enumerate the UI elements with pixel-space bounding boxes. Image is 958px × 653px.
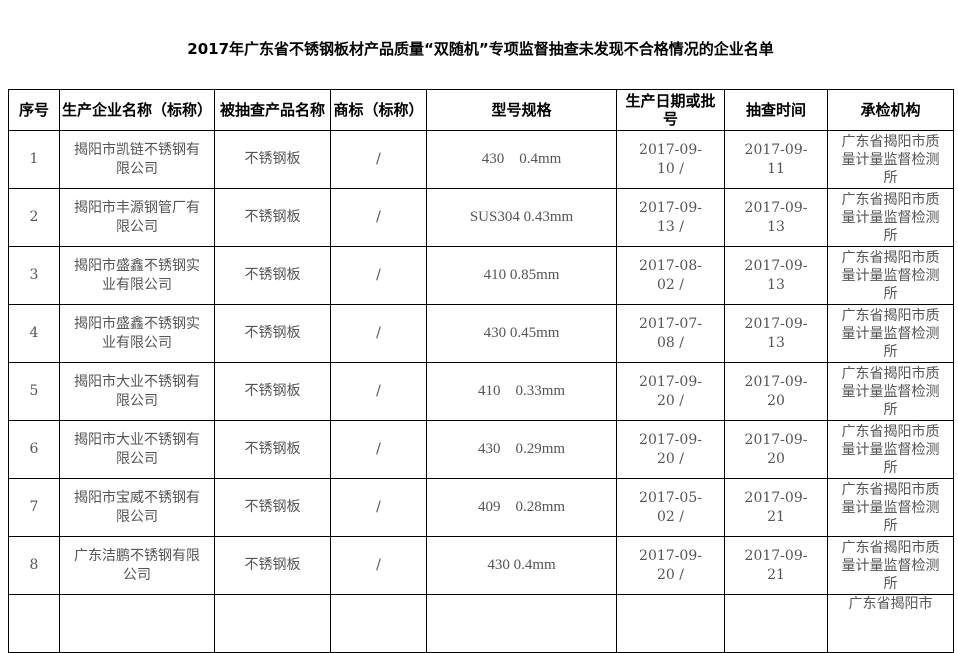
cell-spec: 410 0.33mm: [426, 362, 617, 421]
table-row: 3 揭阳市盛鑫不锈钢实业有限公司 不锈钢板/410 0.85mm 2017-08-02…: [8, 246, 954, 305]
header-product: 被抽查产品名称: [214, 89, 331, 131]
cell-company: 揭阳市盛鑫不锈钢实业有限公司: [59, 246, 215, 305]
cell-check-time: 2017-09-13: [724, 304, 828, 363]
cell-brand: /: [330, 246, 427, 305]
cell-inspection-org: 广东省揭阳市质量计量监督检测所: [827, 362, 954, 421]
cell-brand: /: [330, 304, 427, 363]
cell-company: 广东洁鹏不锈钢有限公司: [59, 536, 215, 595]
cell-product: 不锈钢板: [214, 246, 331, 305]
cell-check-time: 2017-09-13: [724, 246, 828, 305]
table-row: 8 广东洁鹏不锈钢有限公司 不锈钢板/430 0.4mm 2017-09-20 /20…: [8, 536, 954, 595]
table-header-row: 序号 生产企业名称（标称） 被抽查产品名称 商标（标称） 型号规格 生产日期或批…: [8, 89, 954, 131]
cell-no: 4: [8, 304, 60, 363]
cell-company: 揭阳市盛鑫不锈钢实业有限公司: [59, 304, 215, 363]
cell-production-date: 2017-09-10 /: [616, 130, 725, 189]
cell-brand: /: [330, 130, 427, 189]
cell-company: 揭阳市宝威不锈钢有限公司: [59, 478, 215, 537]
cell-check-time: 2017-09-11: [724, 130, 828, 189]
cell-company: 揭阳市凯链不锈钢有限公司: [59, 130, 215, 189]
header-brand: 商标（标称）: [330, 89, 427, 131]
cell-spec: 409 0.28mm: [426, 478, 617, 537]
cell-spec: SUS304 0.43mm: [426, 188, 617, 247]
cell-company: [59, 594, 215, 653]
cell-company: 揭阳市大业不锈钢有限公司: [59, 420, 215, 479]
cell-spec: 430 0.29mm: [426, 420, 617, 479]
enterprise-list-table: 序号 生产企业名称（标称） 被抽查产品名称 商标（标称） 型号规格 生产日期或批…: [8, 89, 954, 653]
cell-inspection-org: 广东省揭阳市: [827, 594, 954, 653]
cell-brand: /: [330, 478, 427, 537]
cell-spec: 430 0.4mm: [426, 130, 617, 189]
cell-check-time: 2017-09-21: [724, 478, 828, 537]
table-row: 2 揭阳市丰源钢管厂有限公司 不锈钢板 / SUS304 0.43mm 2017-09-1…: [8, 188, 954, 247]
cell-check-time: 2017-09-20: [724, 362, 828, 421]
cell-production-date: 2017-08-02 /: [616, 246, 725, 305]
header-production-date: 生产日期或批号: [616, 89, 725, 131]
cell-no: 1: [8, 130, 60, 189]
cell-production-date: 2017-09-20 /: [616, 420, 725, 479]
header-check-time: 抽查时间: [724, 89, 828, 131]
cell-check-time: 2017-09-13: [724, 188, 828, 247]
cell-check-time: [724, 594, 828, 653]
cell-company: 揭阳市丰源钢管厂有限公司: [59, 188, 215, 247]
cell-spec: 430 0.45mm: [426, 304, 617, 363]
cell-product: [214, 594, 331, 653]
cell-brand: /: [330, 420, 427, 479]
header-inspection-org: 承检机构: [827, 89, 954, 131]
cell-product: 不锈钢板: [214, 130, 331, 189]
header-no: 序号: [8, 89, 60, 131]
cell-production-date: 2017-07-08 /: [616, 304, 725, 363]
document-title: 2017年广东省不锈钢板材产品质量“双随机”专项监督抽查未发现不合格情况的企业名…: [8, 6, 953, 90]
table-row: 6 揭阳市大业不锈钢有限公司 不锈钢板/430 0.29mm 2017-09-20 /…: [8, 420, 954, 479]
cell-production-date: [616, 594, 725, 653]
cell-no: 3: [8, 246, 60, 305]
cell-spec: 410 0.85mm: [426, 246, 617, 305]
table-row: 广东省揭阳市: [8, 594, 954, 653]
cell-product: 不锈钢板: [214, 188, 331, 247]
cell-inspection-org: 广东省揭阳市质量计量监督检测所: [827, 420, 954, 479]
cell-production-date: 2017-05-02 /: [616, 478, 725, 537]
cell-production-date: 2017-09-13 /: [616, 188, 725, 247]
cell-inspection-org: 广东省揭阳市质量计量监督检测所: [827, 246, 954, 305]
cell-inspection-org: 广东省揭阳市质量计量监督检测所: [827, 536, 954, 595]
table-row: 4 揭阳市盛鑫不锈钢实业有限公司 不锈钢板/430 0.45mm 2017-07-08…: [8, 304, 954, 363]
cell-no: 6: [8, 420, 60, 479]
cell-product: 不锈钢板: [214, 478, 331, 537]
cell-inspection-org: 广东省揭阳市质量计量监督检测所: [827, 304, 954, 363]
cell-no: 7: [8, 478, 60, 537]
header-spec: 型号规格: [426, 89, 617, 131]
cell-no: 2: [8, 188, 60, 247]
cell-spec: 430 0.4mm: [426, 536, 617, 595]
cell-product: 不锈钢板: [214, 536, 331, 595]
cell-company: 揭阳市大业不锈钢有限公司: [59, 362, 215, 421]
cell-check-time: 2017-09-20: [724, 420, 828, 479]
cell-inspection-org: 广东省揭阳市质量计量监督检测所: [827, 130, 954, 189]
cell-inspection-org: 广东省揭阳市质量计量监督检测所: [827, 478, 954, 537]
cell-no: [8, 594, 60, 653]
cell-inspection-org: 广东省揭阳市质量计量监督检测所: [827, 188, 954, 247]
cell-brand: /: [330, 362, 427, 421]
cell-product: 不锈钢板: [214, 362, 331, 421]
cell-production-date: 2017-09-20 /: [616, 362, 725, 421]
cell-no: 5: [8, 362, 60, 421]
cell-brand: /: [330, 188, 427, 247]
cell-production-date: 2017-09-20 /: [616, 536, 725, 595]
table-row: 5 揭阳市大业不锈钢有限公司 不锈钢板/410 0.33mm 2017-09-20 /…: [8, 362, 954, 421]
cell-spec: [426, 594, 617, 653]
cell-brand: [330, 594, 427, 653]
cell-no: 8: [8, 536, 60, 595]
cell-check-time: 2017-09-21: [724, 536, 828, 595]
cell-product: 不锈钢板: [214, 304, 331, 363]
table-row: 7 揭阳市宝威不锈钢有限公司 不锈钢板/409 0.28mm 2017-05-02 /…: [8, 478, 954, 537]
cell-product: 不锈钢板: [214, 420, 331, 479]
table-row: 1 揭阳市凯链不锈钢有限公司 不锈钢板/430 0.4mm 2017-09-10 /2…: [8, 130, 954, 189]
cell-brand: /: [330, 536, 427, 595]
header-company: 生产企业名称（标称）: [59, 89, 215, 131]
